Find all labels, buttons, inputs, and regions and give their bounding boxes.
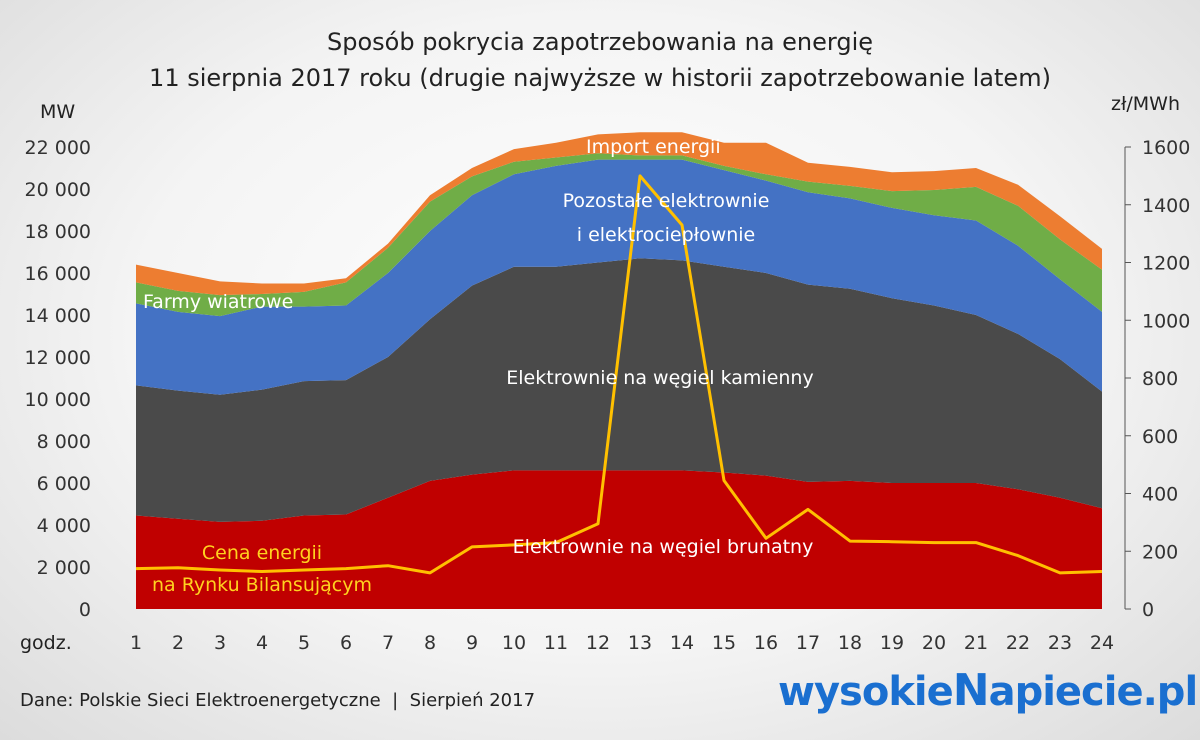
chart-subtitle: 11 sierpnia 2017 roku (drugie najwyższe … (149, 64, 1051, 92)
x-tick-label: 20 (922, 632, 946, 654)
price-line (135, 174, 1103, 575)
y2-tick-label: 1400 (1142, 195, 1190, 217)
y2-tick-label: 0 (1142, 599, 1154, 621)
x-tick-label: 12 (586, 632, 610, 654)
y-axis-label: MW (40, 101, 75, 123)
x-tick-label: 1 (130, 632, 142, 654)
y-tick-label: 16 000 (25, 263, 91, 285)
x-tick-label: 5 (298, 632, 310, 654)
label-lignite: Elektrownie na węgiel brunatny (513, 536, 814, 558)
logo-bolt: N (952, 665, 990, 716)
x-tick-label: 13 (628, 632, 652, 654)
x-tick-label: 15 (712, 632, 736, 654)
y-tick-label: 8 000 (37, 431, 91, 453)
site-logo: wysokieNapiecie.pl (778, 665, 1199, 721)
x-tick-label: 17 (796, 632, 820, 654)
x-tick-label: 24 (1090, 632, 1114, 654)
price-line-group (135, 174, 1103, 575)
logo-text-right: apiecie.pl (988, 669, 1199, 715)
x-tick-label: 8 (424, 632, 436, 654)
y-tick-label: 18 000 (25, 221, 91, 243)
y2-tick-label: 200 (1142, 541, 1178, 563)
x-tick-label: 22 (1006, 632, 1030, 654)
y2-tick-label: 1000 (1142, 310, 1190, 332)
x-tick-label: 16 (754, 632, 778, 654)
area-series-2 (136, 159, 1102, 395)
y-tick-label: 4 000 (37, 515, 91, 537)
x-tick-label: 10 (502, 632, 526, 654)
x-tick-label: 9 (466, 632, 478, 654)
y-tick-label: 14 000 (25, 305, 91, 327)
y-tick-label: 2 000 (37, 557, 91, 579)
label-price-line1: Cena energii (202, 542, 322, 564)
y2-tick-label: 1200 (1142, 253, 1190, 275)
y2-tick-label: 400 (1142, 484, 1178, 506)
chart-title: Sposób pokrycia zapotrzebowania na energ… (327, 28, 873, 56)
area-series-1 (136, 258, 1102, 522)
label-other-line1: Pozostałe elektrownie (563, 190, 770, 212)
source-note: Dane: Polskie Sieci Elektroenergetyczne … (20, 690, 535, 711)
y-tick-label: 20 000 (25, 179, 91, 201)
area-layers (136, 132, 1102, 609)
x-tick-label: 6 (340, 632, 352, 654)
x-tick-label: 21 (964, 632, 988, 654)
x-tick-label: 14 (670, 632, 694, 654)
label-price-line2: na Rynku Bilansującym (152, 574, 372, 596)
y2-axis: 0 200 400 600 800 1000 1200 1400 1600 (1124, 137, 1190, 621)
y-tick-label: 6 000 (37, 473, 91, 495)
label-import: Import energii (586, 136, 721, 158)
x-tick-label: 23 (1048, 632, 1072, 654)
area-series-4 (136, 132, 1102, 296)
y-tick-label: 22 000 (25, 137, 91, 159)
y-tick-labels: 0 2 000 4 000 6 000 8 000 10 000 12 000 14 000 1… (25, 137, 91, 621)
label-hard-coal: Elektrownie na węgiel kamienny (506, 367, 813, 389)
x-tick-label: 19 (880, 632, 904, 654)
logo-text-left: wysokie (778, 669, 954, 715)
y2-tick-label: 800 (1142, 368, 1178, 390)
x-axis-label: godz. (20, 632, 72, 654)
y2-tick-label: 1600 (1142, 137, 1190, 159)
label-wind: Farmy wiatrowe (143, 291, 293, 313)
label-other-line2: i elektrociepłownie (577, 224, 756, 246)
x-tick-labels: 1 2 3 4 5 6 7 8 9 10 11 12 13 14 15 16 17 18 19 20 21 22 23 24 (130, 632, 1114, 654)
x-tick-label: 11 (544, 632, 568, 654)
y-tick-label: 0 (79, 599, 91, 621)
area-series-0 (136, 470, 1102, 609)
y-tick-label: 10 000 (25, 389, 91, 411)
x-tick-label: 2 (172, 632, 184, 654)
y2-tick-label: 600 (1142, 426, 1178, 448)
x-tick-label: 3 (214, 632, 226, 654)
area-series-3 (136, 153, 1102, 317)
x-tick-label: 7 (382, 632, 394, 654)
x-tick-label: 4 (256, 632, 268, 654)
y-tick-label: 12 000 (25, 347, 91, 369)
y2-axis-label: zł/MWh (1111, 93, 1180, 115)
x-tick-label: 18 (838, 632, 862, 654)
